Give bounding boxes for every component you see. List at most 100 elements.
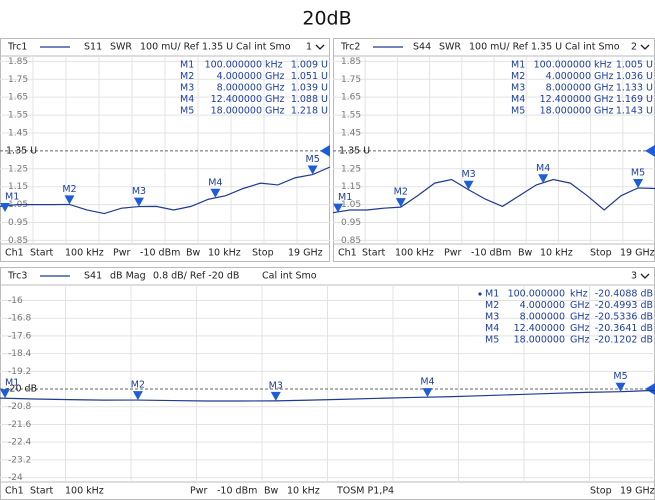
marker-triangle <box>463 180 474 190</box>
y-tick-label: 0.95 <box>8 218 28 228</box>
marker-table-stimulus: 12.400000 <box>514 323 565 334</box>
marker-label: M3 <box>461 169 475 180</box>
trace-line <box>0 166 331 215</box>
marker-table-unit: GHz <box>594 94 614 105</box>
marker-triangle <box>270 391 281 401</box>
marker-table-stimulus: 12.400000 <box>211 94 262 105</box>
channel-setting: -10 dBm <box>217 486 257 497</box>
marker-table-name: M1 <box>511 60 525 71</box>
channel-setting: TOSM P1,P4 <box>336 486 394 497</box>
marker-table-stimulus: 8.000000 <box>217 83 262 94</box>
marker-table-unit: GHz <box>265 106 285 117</box>
marker-table-value: -20.4993 dB <box>595 300 653 311</box>
marker-table-name: M5 <box>485 335 499 346</box>
marker-table-unit: GHz <box>570 323 590 334</box>
channel-setting: Ch1 <box>5 486 24 497</box>
marker-table-unit: GHz <box>265 94 285 105</box>
channel-setting: Stop <box>590 248 612 259</box>
trace-format: dB Mag <box>110 271 146 282</box>
trace-format: SWR <box>110 42 132 53</box>
reference-arrow <box>320 144 330 157</box>
y-tick-label: 1.75 <box>341 75 361 85</box>
marker-table-unit: GHz <box>570 312 590 323</box>
marker-table-value: 1.005 U <box>616 60 653 71</box>
marker-table-stimulus: 18.000000 <box>211 106 262 117</box>
marker-table-name: M3 <box>511 83 525 94</box>
marker-table-name: M4 <box>511 94 525 105</box>
trace-name: Trc1 <box>7 42 27 53</box>
channel-setting: Stop <box>590 486 612 497</box>
marker-table-stimulus: 12.400000 <box>540 94 591 105</box>
y-tick-label: 1.45 <box>8 128 28 138</box>
marker-label: M4 <box>208 177 222 188</box>
y-tick-label: 1.05 <box>341 200 361 210</box>
reference-label: 1.35 U <box>339 145 370 156</box>
y-tick-label: 1.25 <box>8 164 28 174</box>
y-tick-label: 1.25 <box>341 164 361 174</box>
y-tick-label: -21.6 <box>8 420 32 430</box>
marker-table-stimulus: 100.000000 <box>205 60 262 71</box>
y-tick-label: -17.6 <box>8 331 32 341</box>
channel-setting: Pwr <box>444 248 461 259</box>
marker-triangle <box>395 198 406 208</box>
channel-menu-chevron <box>640 44 650 50</box>
marker-label: M1 <box>5 378 19 389</box>
marker-label: M1 <box>338 192 352 203</box>
y-tick-label: 1.45 <box>341 128 361 138</box>
channel-setting: 19 GHz <box>288 248 323 259</box>
marker-table-stimulus: 4.000000 <box>217 71 262 82</box>
marker-table-value: -20.1202 dB <box>595 335 653 346</box>
channel-number: 2 <box>631 42 637 53</box>
trace-format: SWR <box>439 42 461 53</box>
marker-triangle <box>422 388 433 398</box>
marker-table-name: M4 <box>180 94 194 105</box>
y-tick-label: 0.95 <box>341 218 361 228</box>
channel-setting: 19 GHz <box>620 486 655 497</box>
trace-name: Trc3 <box>7 271 27 282</box>
calibration-state: Cal int Smo <box>565 42 620 53</box>
y-tick-label: 0.85 <box>341 236 361 246</box>
marker-table-name: M2 <box>180 71 194 82</box>
marker-table-unit: GHz <box>570 300 590 311</box>
trace-parameter: S44 <box>413 42 431 53</box>
marker-table-unit: GHz <box>265 83 285 94</box>
marker-triangle <box>132 391 143 401</box>
reference-label: 1.35 U <box>6 145 37 156</box>
channel-setting: 10 kHz <box>287 486 320 497</box>
marker-table-name: M3 <box>180 83 194 94</box>
marker-label: M4 <box>536 163 550 174</box>
y-tick-label: 1.15 <box>8 182 28 192</box>
marker-table-stimulus: 4.000000 <box>520 300 565 311</box>
trace-parameter: S11 <box>84 42 102 53</box>
channel-number: 1 <box>306 42 312 53</box>
marker-label: M5 <box>613 371 627 382</box>
y-tick-label: 1.75 <box>8 75 28 85</box>
channel-setting: -10 dBm <box>140 248 180 259</box>
marker-label: M5 <box>631 167 645 178</box>
trace-scale: 100 mU/ Ref 1.35 U <box>140 42 233 53</box>
marker-table-name: M2 <box>511 71 525 82</box>
marker-triangle <box>0 202 10 212</box>
marker-table-unit: kHz <box>265 60 283 71</box>
y-tick-label: -19.2 <box>8 367 31 377</box>
marker-label: M2 <box>394 187 408 198</box>
channel-setting: Start <box>30 248 53 259</box>
marker-table-value: 1.133 U <box>616 83 653 94</box>
channel-setting: Pwr <box>190 486 207 497</box>
calibration-state: Cal int Smo <box>236 42 291 53</box>
marker-table-name: M1 <box>485 289 499 300</box>
y-tick-label: 1.85 <box>8 57 28 67</box>
marker-table-value: 1.051 U <box>291 71 328 82</box>
marker-table-stimulus: 4.000000 <box>546 71 591 82</box>
marker-table-name: M2 <box>485 300 499 311</box>
marker-table-unit: GHz <box>570 335 590 346</box>
y-tick-label: 1.85 <box>341 57 361 67</box>
marker-table-unit: GHz <box>594 71 614 82</box>
trace-name: Trc2 <box>340 42 360 53</box>
y-tick-label: 1.15 <box>341 182 361 192</box>
marker-triangle <box>133 197 144 207</box>
y-tick-label: 1.55 <box>8 111 28 121</box>
marker-table-name: M4 <box>485 323 499 334</box>
trace-scale: 100 mU/ Ref 1.35 U <box>469 42 562 53</box>
